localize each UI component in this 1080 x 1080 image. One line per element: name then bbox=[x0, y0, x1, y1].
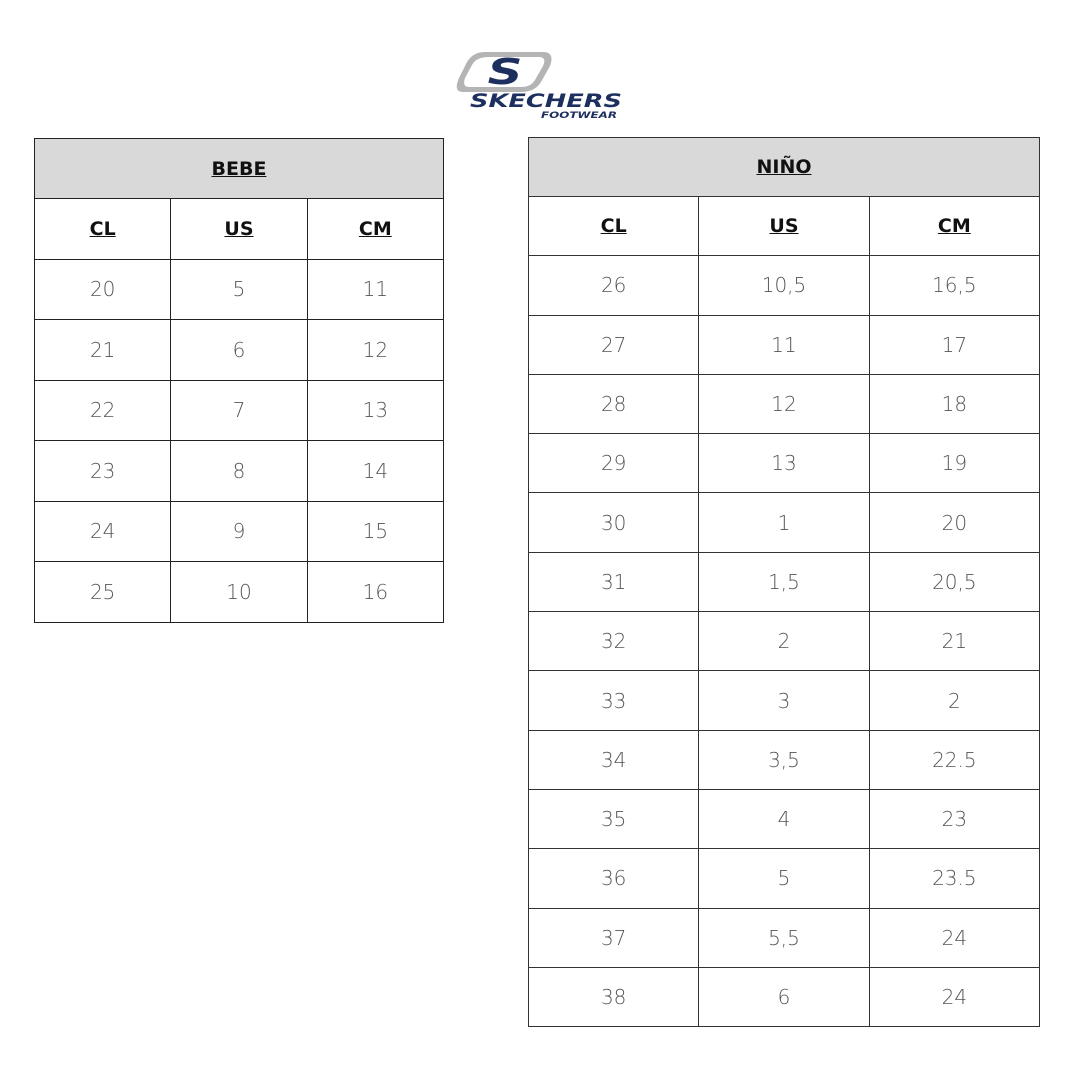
bebe-header-row: CL US CM bbox=[33, 198, 445, 260]
table-row: 25 10 16 bbox=[33, 561, 445, 623]
cell-cm: 24 bbox=[868, 966, 1041, 1028]
table-row: 32 2 21 bbox=[527, 611, 1041, 672]
bebe-column-header-us: US bbox=[170, 198, 308, 260]
cell-cm: 20 bbox=[868, 492, 1041, 553]
cell-cl: 26 bbox=[527, 255, 700, 316]
cell-cl: 30 bbox=[527, 492, 700, 553]
bebe-body: 20 5 11 21 6 12 22 7 13 23 8 14 24 9 15 25 10 16 bbox=[33, 258, 445, 623]
cell-us: 5,5 bbox=[698, 907, 870, 968]
cell-us: 5 bbox=[170, 258, 308, 320]
cell-us: 10 bbox=[170, 561, 308, 623]
cell-cl: 25 bbox=[33, 561, 172, 623]
cell-cm: 22.5 bbox=[868, 729, 1041, 790]
cell-cm: 12 bbox=[306, 319, 445, 381]
cell-us: 6 bbox=[170, 319, 308, 381]
table-row: 34 3,5 22.5 bbox=[527, 729, 1041, 790]
table-row: 22 7 13 bbox=[33, 379, 445, 441]
cell-cm: 16,5 bbox=[868, 255, 1041, 316]
cell-us: 1 bbox=[698, 492, 870, 553]
cell-cm: 2 bbox=[868, 670, 1041, 731]
cell-cm: 15 bbox=[306, 500, 445, 562]
cell-us: 3 bbox=[698, 670, 870, 731]
cell-us: 10,5 bbox=[698, 255, 870, 316]
table-row: 28 12 18 bbox=[527, 373, 1041, 435]
bebe-title: BEBE bbox=[34, 138, 444, 199]
bebe-column-header-cm: CM bbox=[306, 198, 445, 260]
cell-cl: 28 bbox=[527, 373, 700, 435]
table-row: 36 5 23.5 bbox=[527, 848, 1041, 909]
svg-text:SKECHERS: SKECHERS bbox=[470, 90, 622, 112]
cell-cm: 16 bbox=[306, 561, 445, 623]
cell-cl: 38 bbox=[527, 966, 700, 1028]
cell-cl: 31 bbox=[527, 551, 700, 613]
cell-cm: 24 bbox=[868, 907, 1041, 968]
table-row: 37 5,5 24 bbox=[527, 907, 1041, 968]
table-row: 21 6 12 bbox=[33, 319, 445, 381]
skechers-logo: S SKECHERS FOOTWEAR bbox=[455, 44, 625, 122]
cell-us: 2 bbox=[698, 611, 870, 672]
cell-cm: 19 bbox=[868, 433, 1041, 494]
cell-cm: 23 bbox=[868, 788, 1041, 850]
cell-cm: 20,5 bbox=[868, 551, 1041, 613]
cell-cl: 29 bbox=[527, 433, 700, 494]
cell-cl: 34 bbox=[527, 729, 700, 790]
nino-column-header-cl: CL bbox=[527, 195, 700, 257]
bebe-size-table: BEBE CL US CM 20 5 11 21 6 12 22 7 13 23 8 14 24 9 15 25 1… bbox=[33, 138, 445, 623]
table-row: 30 1 20 bbox=[527, 492, 1041, 553]
cell-cm: 11 bbox=[306, 258, 445, 320]
cell-cm: 13 bbox=[306, 379, 445, 441]
cell-cl: 35 bbox=[527, 788, 700, 850]
cell-cl: 33 bbox=[527, 670, 700, 731]
cell-us: 5 bbox=[698, 848, 870, 909]
cell-cm: 14 bbox=[306, 440, 445, 502]
cell-cm: 18 bbox=[868, 373, 1041, 435]
cell-us: 11 bbox=[698, 314, 870, 375]
cell-us: 1,5 bbox=[698, 551, 870, 613]
cell-cl: 27 bbox=[527, 314, 700, 375]
nino-column-header-cm: CM bbox=[868, 195, 1041, 257]
cell-cl: 37 bbox=[527, 907, 700, 968]
cell-us: 4 bbox=[698, 788, 870, 850]
cell-cl: 23 bbox=[33, 440, 172, 502]
cell-us: 9 bbox=[170, 500, 308, 562]
cell-cl: 24 bbox=[33, 500, 172, 562]
cell-cm: 23.5 bbox=[868, 848, 1041, 909]
svg-text:FOOTWEAR: FOOTWEAR bbox=[541, 111, 617, 121]
table-row: 33 3 2 bbox=[527, 670, 1041, 731]
svg-text:S: S bbox=[488, 52, 523, 93]
cell-us: 12 bbox=[698, 373, 870, 435]
table-row: 35 4 23 bbox=[527, 788, 1041, 850]
bebe-column-header-cl: CL bbox=[33, 198, 172, 260]
table-row: 31 1,5 20,5 bbox=[527, 551, 1041, 613]
nino-size-table: NIÑO CL US CM 26 10,5 16,5 27 11 17 28 12 18 29 13 19… bbox=[527, 137, 1041, 1028]
cell-us: 6 bbox=[698, 966, 870, 1028]
nino-title: NIÑO bbox=[528, 137, 1040, 197]
table-row: 27 11 17 bbox=[527, 314, 1041, 375]
cell-cl: 32 bbox=[527, 611, 700, 672]
table-row: 20 5 11 bbox=[33, 258, 445, 320]
cell-us: 7 bbox=[170, 379, 308, 441]
nino-column-header-us: US bbox=[698, 195, 870, 257]
cell-cl: 36 bbox=[527, 848, 700, 909]
nino-body: 26 10,5 16,5 27 11 17 28 12 18 29 13 19 30 1 20 31 1,5 20… bbox=[527, 255, 1041, 1028]
cell-us: 13 bbox=[698, 433, 870, 494]
nino-header-row: CL US CM bbox=[527, 195, 1041, 257]
cell-cl: 21 bbox=[33, 319, 172, 381]
cell-cm: 17 bbox=[868, 314, 1041, 375]
cell-cl: 22 bbox=[33, 379, 172, 441]
cell-cl: 20 bbox=[33, 258, 172, 320]
table-row: 24 9 15 bbox=[33, 500, 445, 562]
table-row: 26 10,5 16,5 bbox=[527, 255, 1041, 316]
cell-us: 3,5 bbox=[698, 729, 870, 790]
skechers-logo-icon: S SKECHERS FOOTWEAR bbox=[456, 52, 622, 121]
table-row: 29 13 19 bbox=[527, 433, 1041, 494]
cell-us: 8 bbox=[170, 440, 308, 502]
cell-cm: 21 bbox=[868, 611, 1041, 672]
table-row: 23 8 14 bbox=[33, 440, 445, 502]
table-row: 38 6 24 bbox=[527, 966, 1041, 1028]
